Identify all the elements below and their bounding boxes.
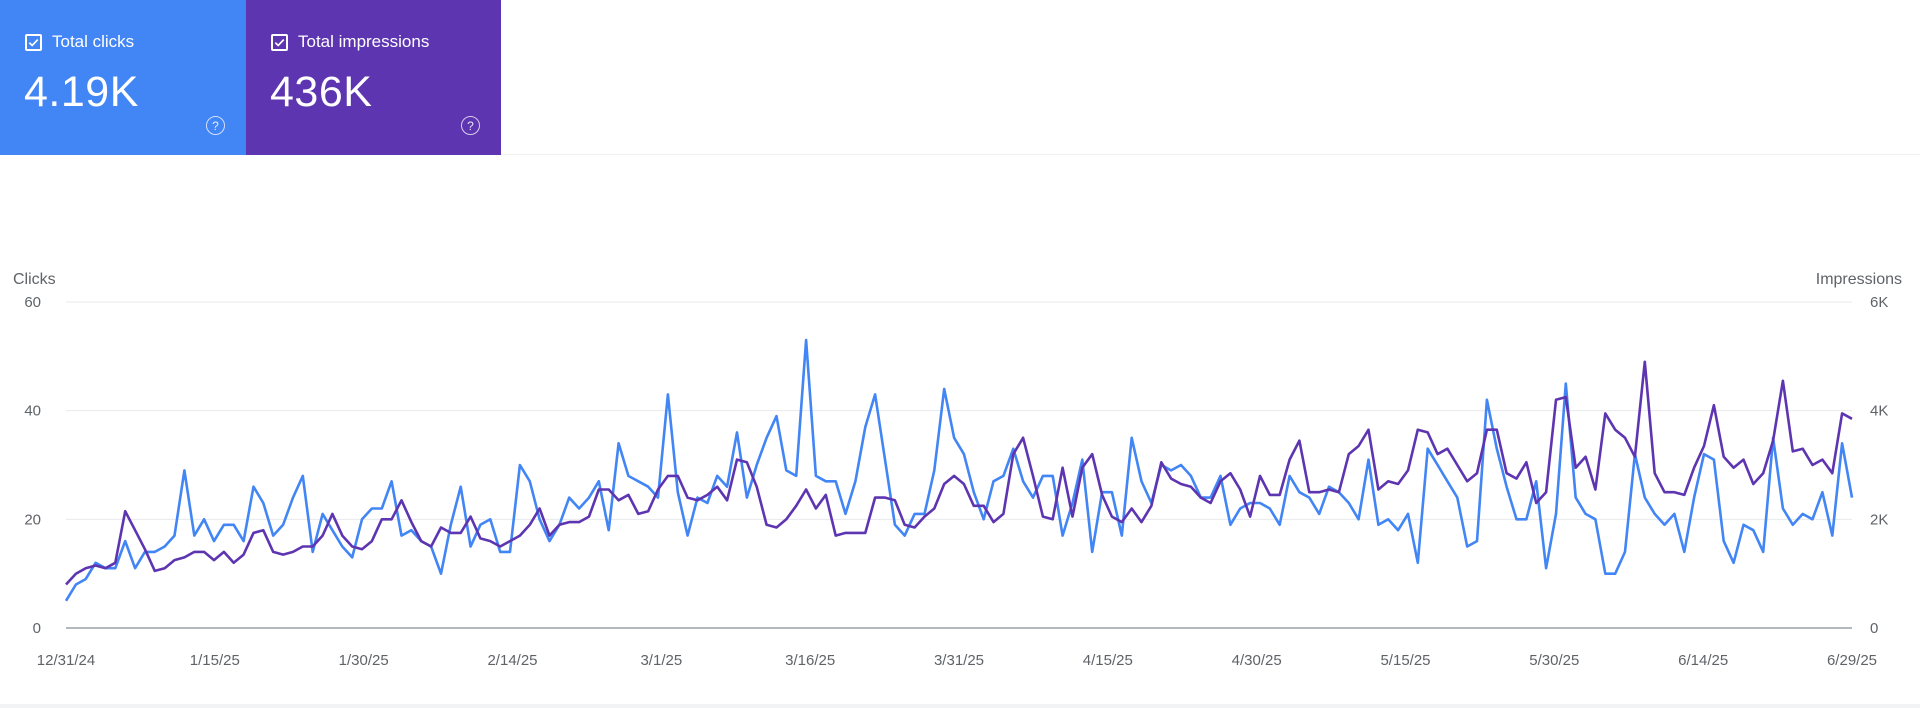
x-tick-label: 5/15/25 — [1380, 652, 1430, 669]
total-clicks-value: 4.19K — [24, 68, 139, 116]
x-tick-label: 3/16/25 — [785, 652, 835, 669]
total-clicks-label-row: Total clicks — [25, 32, 134, 52]
x-axis-ticks: 12/31/24 1/15/25 1/30/25 2/14/25 3/1/25 3/16/… — [37, 652, 1877, 669]
y-right-tick-label: 4K — [1870, 403, 1888, 420]
x-tick-label: 6/29/25 — [1827, 652, 1877, 669]
y-left-tick-label: 20 — [24, 511, 41, 528]
total-impressions-card[interactable]: Total impressions 436K ? — [246, 0, 501, 155]
checkbox-checked-icon[interactable] — [271, 33, 288, 51]
bottom-border — [0, 704, 1920, 708]
total-clicks-card[interactable]: Total clicks 4.19K ? — [0, 0, 246, 155]
y-right-tick-label: 6K — [1870, 294, 1888, 311]
x-tick-label: 4/15/25 — [1083, 652, 1133, 669]
help-circle-icon[interactable]: ? — [461, 116, 480, 135]
y-right-tick-label: 0 — [1870, 620, 1878, 637]
x-tick-label: 6/14/25 — [1678, 652, 1728, 669]
checkbox-checked-icon[interactable] — [25, 33, 42, 51]
x-tick-label: 4/30/25 — [1232, 652, 1282, 669]
clicks-series-line — [64, 338, 1854, 602]
x-tick-label: 12/31/24 — [37, 652, 95, 669]
total-clicks-label: Total clicks — [52, 32, 135, 51]
series-lines — [64, 338, 1854, 602]
impressions-series-line — [65, 360, 1853, 586]
left-axis-title: Clicks — [13, 271, 56, 288]
x-tick-label: 3/1/25 — [640, 652, 682, 669]
right-axis-title: Impressions — [1816, 271, 1902, 288]
performance-line-chart: Clicks Impressions 0 20 40 60 0 2K 4K 6K 12/31… — [13, 271, 1902, 669]
total-impressions-label-row: Total impressions — [271, 32, 429, 52]
header-divider — [501, 154, 1920, 155]
x-tick-label: 3/31/25 — [934, 652, 984, 669]
right-axis-ticks: 0 2K 4K 6K — [1870, 294, 1888, 637]
x-tick-label: 5/30/25 — [1529, 652, 1579, 669]
metric-cards: Total clicks 4.19K ? Total impressions 4… — [0, 0, 501, 155]
y-left-tick-label: 0 — [33, 620, 41, 637]
total-impressions-label: Total impressions — [298, 32, 430, 51]
y-right-tick-label: 2K — [1870, 511, 1888, 528]
total-impressions-value: 436K — [270, 68, 373, 116]
left-axis-ticks: 0 20 40 60 — [24, 294, 41, 637]
help-circle-icon[interactable]: ? — [206, 116, 225, 135]
y-left-tick-label: 60 — [24, 294, 41, 311]
x-tick-label: 2/14/25 — [487, 652, 537, 669]
gridlines — [66, 301, 1852, 629]
x-tick-label: 1/30/25 — [339, 652, 389, 669]
x-tick-label: 1/15/25 — [190, 652, 240, 669]
y-left-tick-label: 40 — [24, 403, 41, 420]
